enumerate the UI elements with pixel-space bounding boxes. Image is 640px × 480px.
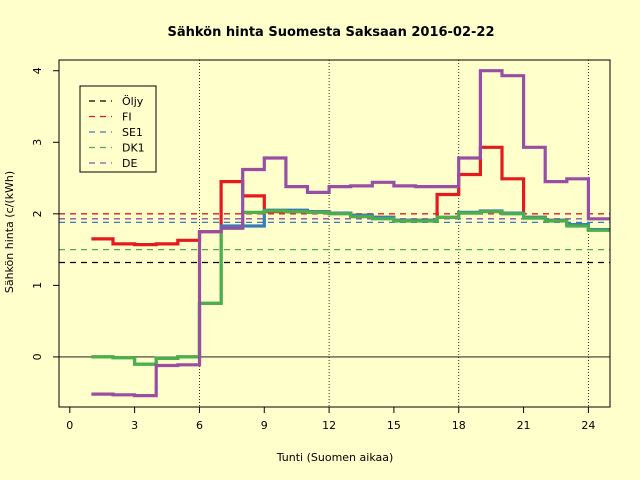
legend-label-se1: SE1: [122, 126, 143, 139]
plot-frame: [58, 59, 611, 408]
x-tick-label-18: 18: [452, 419, 466, 432]
series-fi: [91, 145, 610, 247]
x-tick-label-6: 6: [196, 419, 203, 432]
x-tick-label-3: 3: [131, 419, 138, 432]
y-tick-label-2: 2: [31, 210, 44, 217]
series-de: [91, 69, 610, 398]
legend-label-öljy: Öljy: [122, 95, 144, 108]
y-tick-label-0: 0: [31, 353, 44, 360]
legend: Öljy FI SE1 DK1 DE: [79, 85, 157, 173]
legend-label-dk1: DK1: [122, 142, 145, 155]
x-tick-label-9: 9: [261, 419, 268, 432]
legend-label-de: DE: [122, 157, 137, 170]
legend-label-fi: FI: [122, 111, 132, 124]
x-tick-label-15: 15: [387, 419, 401, 432]
series-dk1: [91, 209, 610, 366]
series-se1: [91, 208, 610, 366]
x-tick-label-24: 24: [581, 419, 595, 432]
x-tick-label-0: 0: [66, 419, 73, 432]
x-tick-label-12: 12: [322, 419, 336, 432]
x-axis: 0 3 6 9 12 15 18 21 24: [66, 407, 595, 432]
legend-box: [79, 85, 157, 173]
grid: [199, 60, 589, 407]
y-tick-label-3: 3: [31, 139, 44, 146]
y-axis: 0 1 2 3 4: [31, 67, 59, 360]
y-axis-label: Sähkön hinta (c/(kWh): [3, 171, 16, 293]
y-tick-label-1: 1: [31, 282, 44, 289]
reference-lines: [59, 213, 610, 264]
y-tick-label-4: 4: [31, 67, 44, 74]
x-axis-label: Tunti (Suomen aikaa): [276, 451, 394, 464]
chart-title: Sähkön hinta Suomesta Saksaan 2016-02-22: [167, 25, 494, 40]
series-lines: [91, 69, 610, 398]
x-tick-label-21: 21: [517, 419, 531, 432]
